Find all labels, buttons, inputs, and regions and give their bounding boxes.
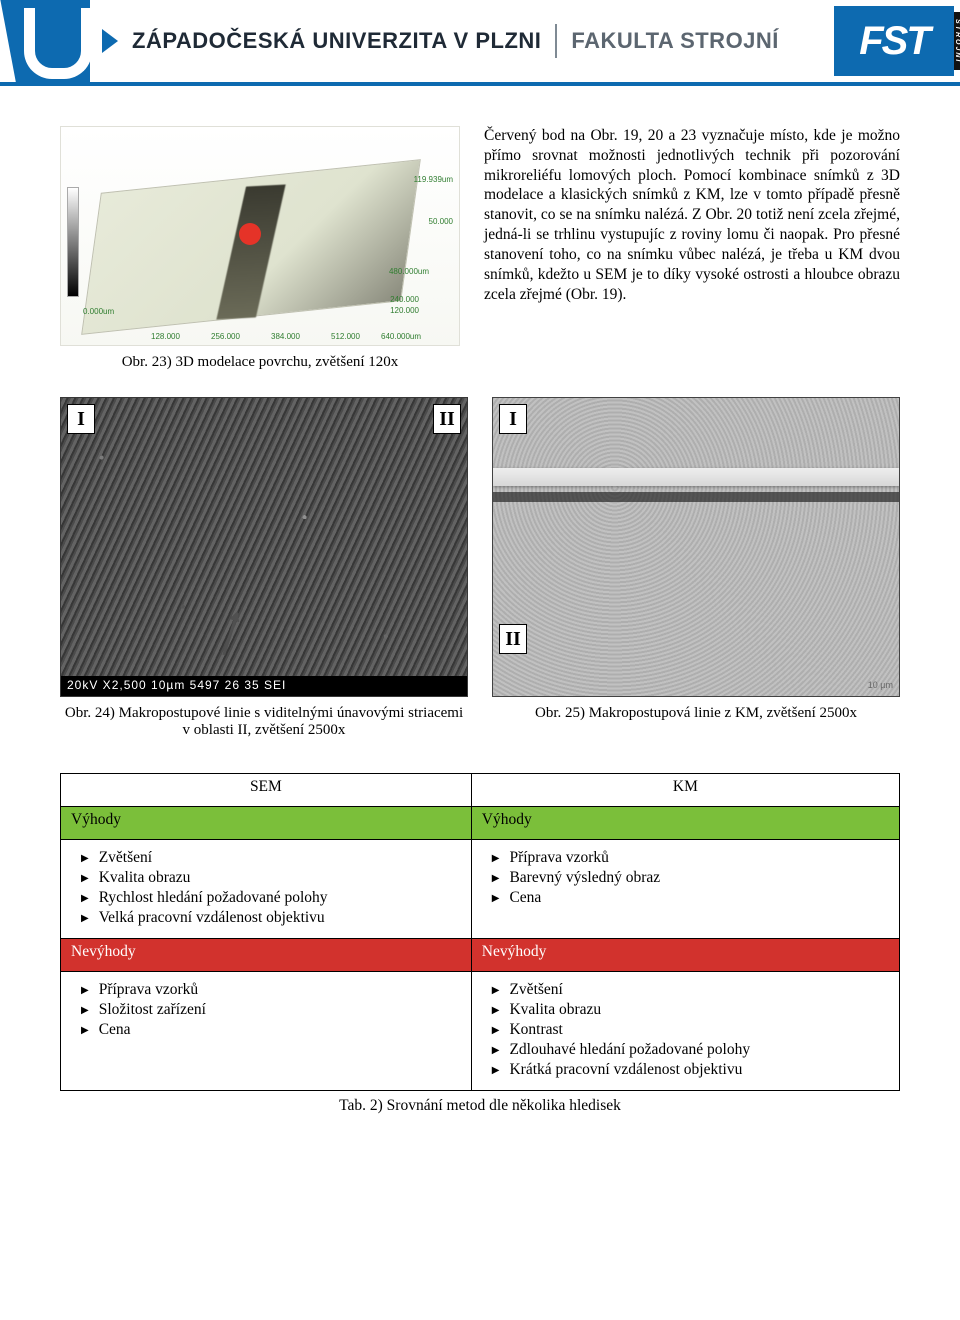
texture-fill bbox=[61, 398, 467, 696]
gradient-bar-icon bbox=[67, 187, 79, 297]
texture-fill bbox=[493, 398, 899, 696]
axis-label: 0.000um bbox=[83, 307, 114, 316]
banner-titles: ZÁPADOČESKÁ UNIVERZITA V PLZNI FAKULTA S… bbox=[132, 24, 824, 58]
list-item: Zvětšení bbox=[81, 848, 461, 868]
axis-label: 256.000 bbox=[211, 332, 240, 341]
fst-logo-tab: FAKULTA STROJNÍ bbox=[954, 12, 960, 70]
list-item: Barevný výsledný obraz bbox=[492, 868, 889, 888]
axis-label: 384.000 bbox=[271, 332, 300, 341]
axis-label: 128.000 bbox=[151, 332, 180, 341]
advantages-header-sem: Výhody bbox=[61, 807, 472, 840]
list-item: Příprava vzorků bbox=[492, 848, 889, 868]
col-header-km: KM bbox=[471, 774, 899, 807]
list-item: Rychlost hledání požadované polohy bbox=[81, 888, 461, 908]
figure-23-caption: Obr. 23) 3D modelace povrchu, zvětšení 1… bbox=[60, 354, 460, 371]
axis-label: 240.000 bbox=[390, 295, 419, 304]
figure-24-sem-image: I II 20kV X2,500 10µm 5497 26 35 SEI bbox=[60, 397, 468, 697]
list-item: Zvětšení bbox=[492, 980, 889, 1000]
list-item: Kontrast bbox=[492, 1020, 889, 1040]
axis-label: 480.000um bbox=[389, 267, 429, 276]
sem-info-strip: 20kV X2,500 10µm 5497 26 35 SEI bbox=[61, 676, 467, 696]
figure-23-3d-model: 119.939um 50.000 480.000um 240.000 0.000… bbox=[60, 126, 460, 346]
table-caption: Tab. 2) Srovnání metod dle několika hled… bbox=[60, 1097, 900, 1115]
region-tag-ii: II bbox=[433, 404, 461, 434]
km-disadvantages-list: ZvětšeníKvalita obrazuKontrastZdlouhavé … bbox=[482, 976, 889, 1080]
macro-line bbox=[493, 468, 899, 486]
body-paragraph: Červený bod na Obr. 19, 20 a 23 vyznačuj… bbox=[484, 126, 900, 304]
figure-25-km-image: I II 10 µm bbox=[492, 397, 900, 697]
list-item: Kvalita obrazu bbox=[492, 1000, 889, 1020]
list-item: Kvalita obrazu bbox=[81, 868, 461, 888]
list-item: Příprava vzorků bbox=[81, 980, 461, 1000]
km-disadvantages-cell: ZvětšeníKvalita obrazuKontrastZdlouhavé … bbox=[471, 972, 899, 1091]
sem-disadvantages-cell: Příprava vzorkůSložitost zařízeníCena bbox=[61, 972, 472, 1091]
advantages-header-km: Výhody bbox=[471, 807, 899, 840]
university-logo bbox=[0, 0, 90, 84]
sem-advantages-cell: ZvětšeníKvalita obrazuRychlost hledání p… bbox=[61, 840, 472, 939]
col-header-sem: SEM bbox=[61, 774, 472, 807]
axis-label: 512.000 bbox=[331, 332, 360, 341]
km-scale-label: 10 µm bbox=[868, 680, 893, 690]
km-advantages-list: Příprava vzorkůBarevný výsledný obrazCen… bbox=[482, 844, 889, 908]
list-item: Cena bbox=[492, 888, 889, 908]
list-item: Cena bbox=[81, 1020, 461, 1040]
axis-label: 640.000um bbox=[381, 332, 421, 341]
fst-logo: FST FAKULTA STROJNÍ bbox=[834, 6, 954, 76]
figure-25-caption: Obr. 25) Makropostupová linie z KM, zvět… bbox=[492, 705, 900, 722]
axis-label: 120.000 bbox=[390, 306, 419, 315]
university-name: ZÁPADOČESKÁ UNIVERZITA V PLZNI bbox=[132, 28, 541, 54]
km-advantages-cell: Příprava vzorkůBarevný výsledný obrazCen… bbox=[471, 840, 899, 939]
red-marker-dot bbox=[239, 223, 261, 245]
region-tag-ii: II bbox=[499, 624, 527, 654]
region-tag-i: I bbox=[499, 404, 527, 434]
divider-icon bbox=[555, 24, 557, 58]
list-item: Krátká pracovní vzdálenost objektivu bbox=[492, 1060, 889, 1080]
list-item: Velká pracovní vzdálenost objektivu bbox=[81, 908, 461, 928]
disadvantages-header-sem: Nevýhody bbox=[61, 939, 472, 972]
comparison-table: SEM KM Výhody Výhody ZvětšeníKvalita obr… bbox=[60, 773, 900, 1091]
disadvantages-header-km: Nevýhody bbox=[471, 939, 899, 972]
figure-24-caption: Obr. 24) Makropostupové linie s viditeln… bbox=[60, 705, 468, 739]
header-banner: ZÁPADOČESKÁ UNIVERZITA V PLZNI FAKULTA S… bbox=[0, 0, 960, 86]
region-tag-i: I bbox=[67, 404, 95, 434]
list-item: Zdlouhavé hledání požadované polohy bbox=[492, 1040, 889, 1060]
axis-label: 119.939um bbox=[414, 175, 453, 184]
list-item: Složitost zařízení bbox=[81, 1000, 461, 1020]
arrow-icon bbox=[102, 29, 118, 53]
fst-logo-text: FST bbox=[859, 19, 929, 64]
faculty-name: FAKULTA STROJNÍ bbox=[571, 28, 779, 54]
sem-disadvantages-list: Příprava vzorkůSložitost zařízeníCena bbox=[71, 976, 461, 1040]
axis-label: 50.000 bbox=[429, 217, 453, 226]
macro-dark-line bbox=[493, 492, 899, 502]
sem-advantages-list: ZvětšeníKvalita obrazuRychlost hledání p… bbox=[71, 844, 461, 928]
